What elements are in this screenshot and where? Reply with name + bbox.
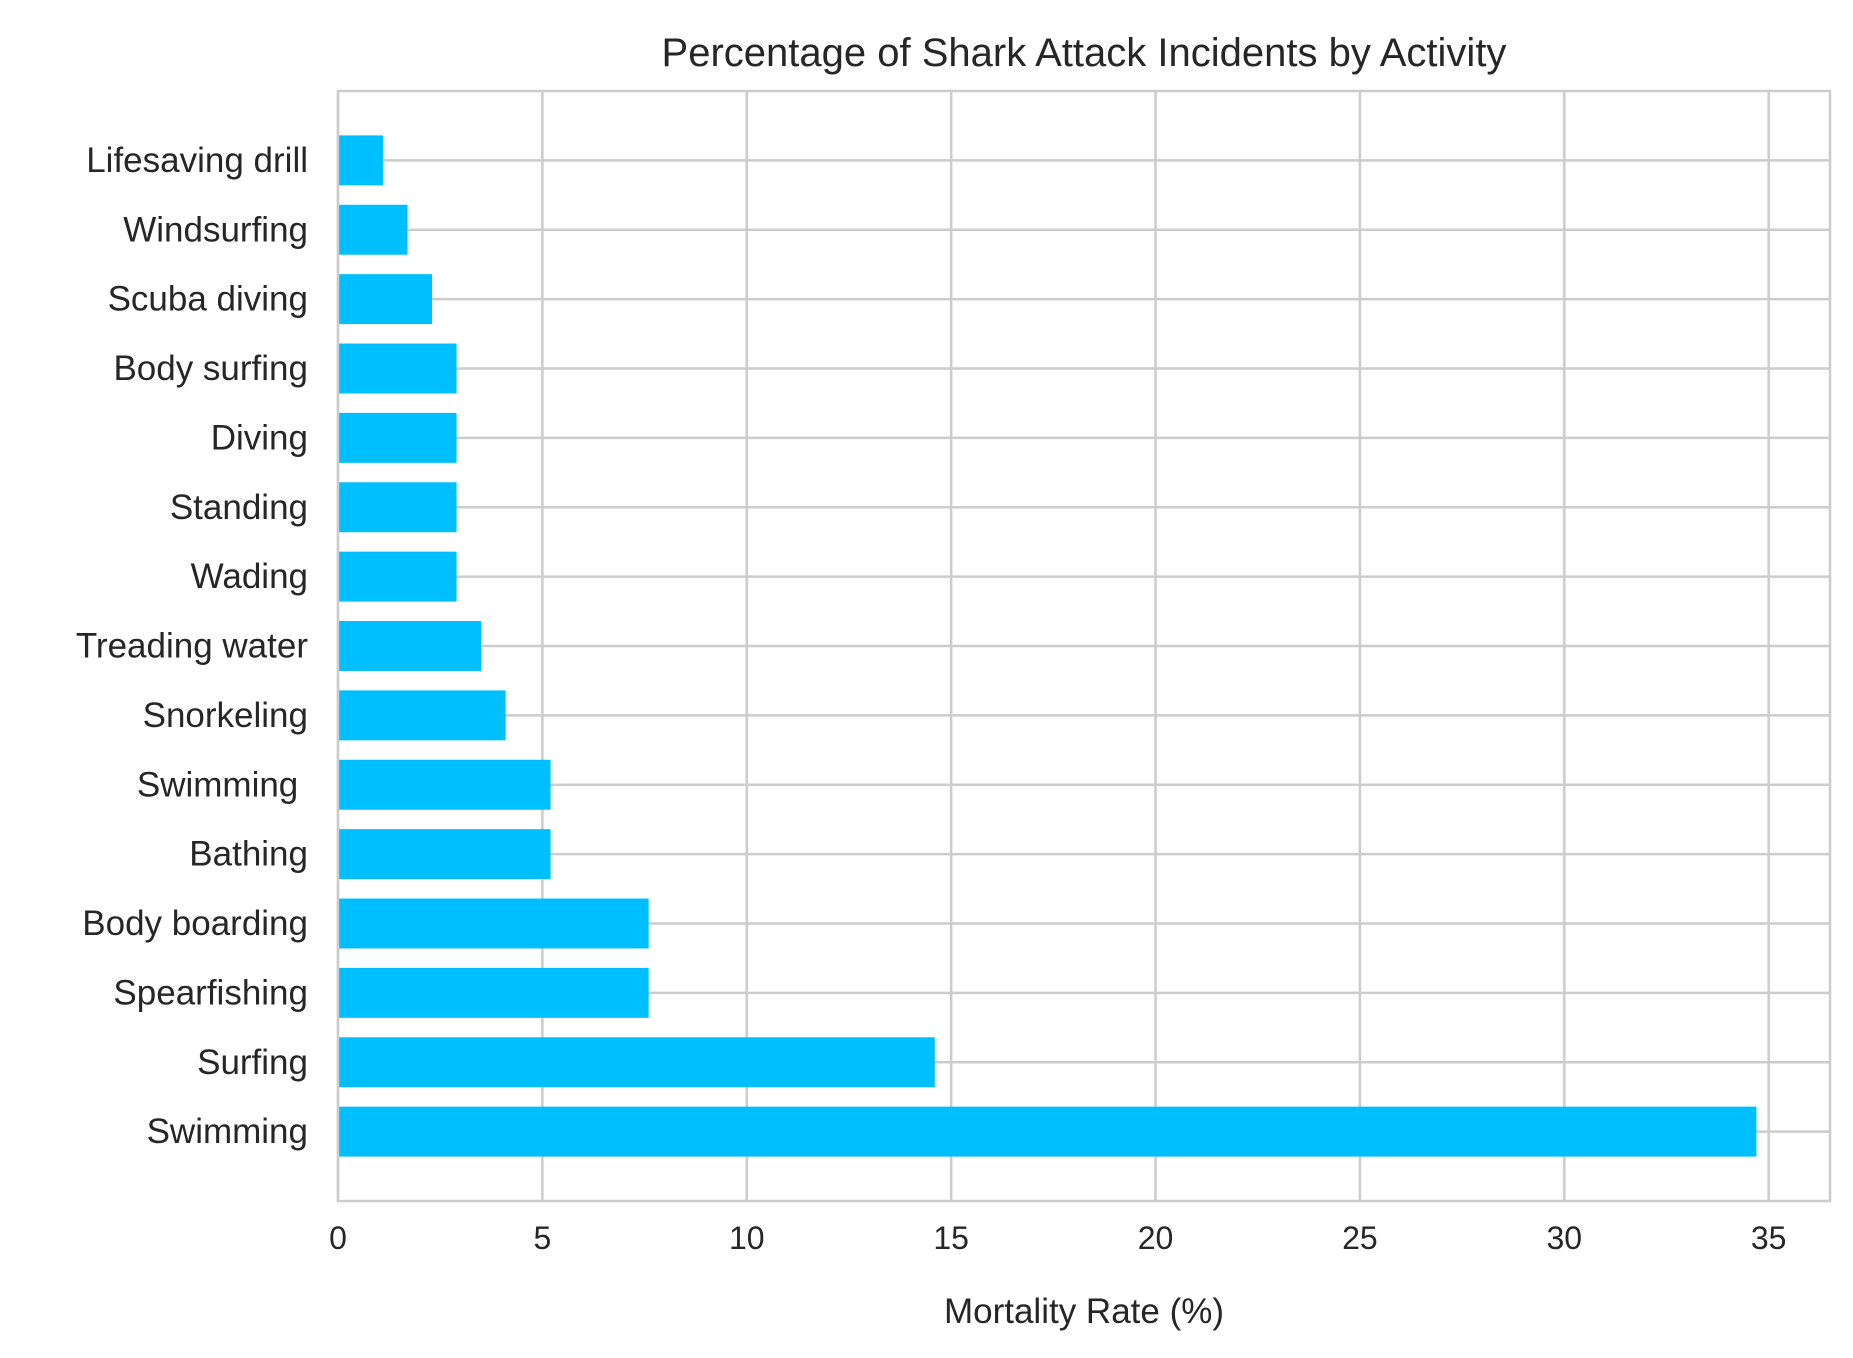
bar: [338, 621, 482, 671]
y-tick-label: Swimming: [137, 765, 308, 804]
chart-title: Percentage of Shark Attack Incidents by …: [662, 31, 1507, 75]
x-tick-label: 25: [1342, 1220, 1378, 1256]
x-tick-label: 0: [329, 1220, 347, 1256]
y-tick-label: Body boarding: [82, 904, 308, 943]
y-tick-label: Snorkeling: [143, 696, 308, 735]
y-tick-labels: Swimming Surfing Spearfishing Body boarding…: [76, 141, 308, 1151]
x-tick-label: 15: [933, 1220, 969, 1256]
bar: [338, 412, 457, 463]
bar: [338, 343, 457, 394]
bar: [338, 204, 408, 255]
y-tick-label: Spearfishing: [113, 973, 308, 1012]
bar: [338, 967, 649, 1018]
x-tick-label: 5: [533, 1220, 551, 1256]
bar: [338, 690, 506, 741]
x-tick-label: 20: [1138, 1220, 1174, 1256]
bar: [338, 1106, 1757, 1157]
x-axis-label: Mortality Rate (%): [944, 1292, 1224, 1331]
y-tick-label: Bathing: [189, 835, 308, 874]
bar: [338, 1037, 935, 1088]
y-tick-label: Body surfing: [113, 349, 308, 388]
bars: [338, 135, 1757, 1157]
y-tick-label: Windsurfing: [123, 210, 308, 249]
bar: [338, 482, 457, 533]
bar: [338, 551, 457, 602]
bar: [338, 135, 383, 186]
x-tick-labels: 0 5 10 15 20 25 30 35: [329, 1220, 1786, 1256]
y-tick-label: Surfing: [197, 1043, 308, 1082]
x-tick-label: 35: [1751, 1220, 1787, 1256]
grid-lines: [336, 91, 1830, 1201]
x-tick-label: 30: [1547, 1220, 1583, 1256]
y-tick-label: Swimming: [147, 1112, 308, 1151]
plot-frame: [336, 89, 1832, 1203]
bar: [338, 829, 551, 880]
y-tick-label: Diving: [211, 418, 308, 457]
x-tick-label: 10: [729, 1220, 765, 1256]
y-tick-label: Wading: [191, 557, 308, 596]
bar: [338, 274, 433, 325]
y-tick-label: Lifesaving drill: [86, 141, 308, 180]
y-tick-label: Treading water: [76, 627, 308, 666]
bar: [338, 759, 551, 810]
bar: [338, 898, 649, 949]
y-tick-label: Standing: [170, 488, 308, 527]
y-tick-label: Scuba diving: [108, 280, 308, 319]
